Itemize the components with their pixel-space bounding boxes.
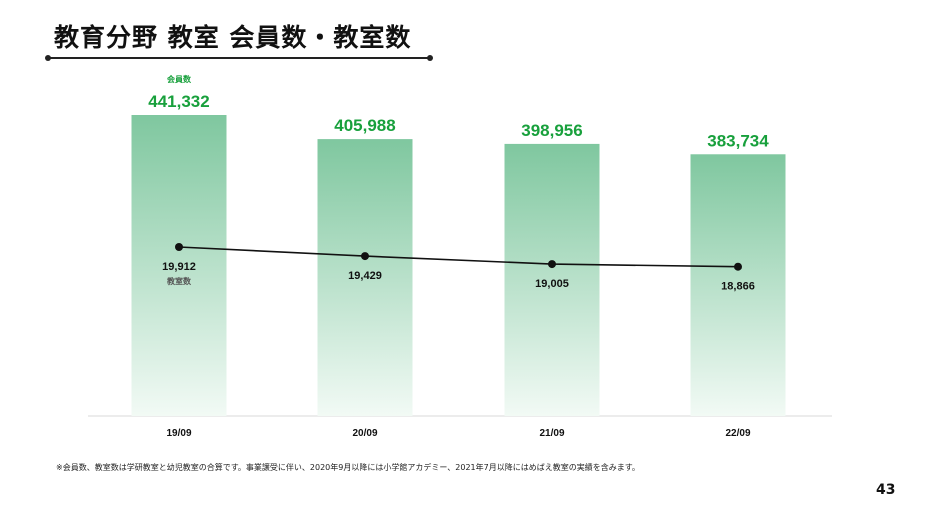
series-label-members: 会員数	[167, 74, 192, 84]
line-value-label: 19,912	[162, 261, 196, 273]
bar-value-label: 405,988	[334, 116, 395, 135]
line-point	[734, 262, 742, 271]
bar-value-label: 441,332	[148, 92, 209, 111]
bar-19-09	[131, 115, 227, 416]
x-tick-label: 21/09	[539, 428, 564, 439]
classroom-line	[178, 246, 739, 268]
x-tick-label: 19/09	[166, 428, 191, 439]
line-value-label: 18,866	[721, 281, 755, 293]
line-point	[548, 260, 556, 269]
bar-value-label: 398,956	[521, 121, 582, 140]
bar-21-09	[504, 143, 600, 416]
bar-value-label: 383,734	[707, 131, 769, 150]
line-value-label: 19,005	[535, 278, 569, 290]
x-tick-label: 20/09	[352, 428, 377, 439]
line-value-label: 19,429	[348, 270, 382, 282]
title-underline	[45, 55, 433, 61]
page-number: 43	[876, 482, 896, 498]
series-label-classrooms: 教室数	[166, 276, 192, 286]
line-point	[175, 243, 183, 251]
line-point	[361, 252, 369, 261]
page-title: 教育分野 教室 会員数・教室数	[54, 23, 412, 52]
bar-20-09	[317, 139, 413, 416]
bar-22-09	[690, 154, 786, 417]
footnote: ※会員数、教室数は学研教室と幼児教室の合算です。事業譲受に伴い、2020年9月以…	[56, 463, 640, 472]
x-tick-label: 22/09	[725, 428, 750, 439]
